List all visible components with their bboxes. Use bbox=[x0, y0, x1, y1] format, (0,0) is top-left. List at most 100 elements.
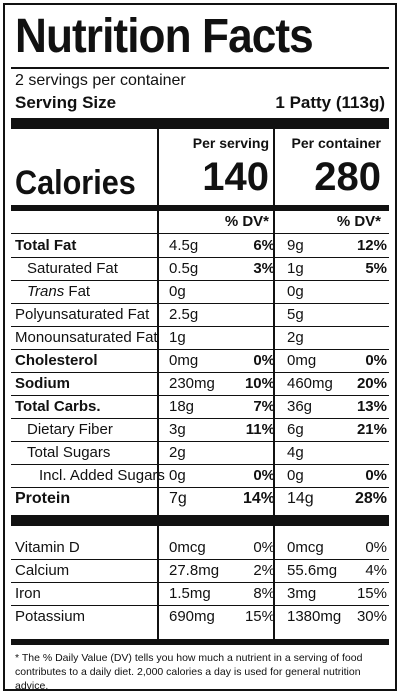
dv-per-serving: 8% bbox=[253, 585, 275, 602]
serving-size-label: Serving Size bbox=[15, 93, 117, 112]
row-divider bbox=[11, 418, 389, 419]
nutrition-label: Nutrition Facts 2 servings per container… bbox=[3, 3, 397, 692]
amount-per-container: 1380mg bbox=[287, 608, 342, 625]
footnote: * The % Daily Value (DV) tells you how m… bbox=[15, 652, 363, 692]
nutrient-name: Polyunsaturated Fat bbox=[15, 306, 150, 323]
calories-label: Calories bbox=[15, 164, 136, 202]
dv-per-container: 4% bbox=[365, 562, 387, 579]
amount-per-serving: 1g bbox=[169, 329, 186, 346]
amount-per-serving: 690mg bbox=[169, 608, 215, 625]
column-divider-1 bbox=[157, 129, 159, 641]
nutrient-row: Trans Fat 0g 0g bbox=[11, 281, 389, 303]
nutrient-name: Total Sugars bbox=[27, 444, 111, 461]
nutrient-name: Total Carbs. bbox=[15, 398, 101, 415]
nutrient-row: Monounsaturated Fat 1g 2g bbox=[11, 327, 389, 349]
row-divider bbox=[11, 257, 389, 258]
serving-size-row: Serving Size 1 Patty (113g) bbox=[15, 93, 385, 113]
dv-per-container: 12% bbox=[356, 237, 387, 254]
dv-header-serving: % DV* bbox=[224, 213, 269, 230]
divider bbox=[11, 67, 389, 69]
amount-per-container: 0g bbox=[287, 467, 304, 484]
calories-divider bbox=[11, 205, 389, 211]
nutrient-name: Saturated Fat bbox=[27, 260, 118, 277]
vitamin-row: Potassium 690mg 15% 1380mg 30% bbox=[11, 606, 389, 628]
nutrient-row: Cholesterol 0mg 0% 0mg 0% bbox=[11, 350, 389, 372]
amount-per-container: 36g bbox=[287, 398, 313, 415]
dv-per-serving: 10% bbox=[244, 375, 275, 392]
amount-per-serving: 0mcg bbox=[169, 539, 206, 556]
dv-per-container: 5% bbox=[365, 260, 387, 277]
dv-divider bbox=[11, 233, 389, 234]
nutrient-name-italic: Trans bbox=[27, 283, 65, 300]
amount-per-container: 0g bbox=[287, 283, 304, 300]
nutrient-name: Incl. Added Sugars bbox=[39, 467, 165, 484]
nutrient-name: Iron bbox=[15, 585, 41, 602]
dv-per-serving: 15% bbox=[244, 608, 275, 625]
dv-per-container: 0% bbox=[365, 467, 387, 484]
nutrient-name: Trans Fat bbox=[27, 281, 90, 303]
row-divider bbox=[11, 559, 389, 560]
amount-per-serving: 0g bbox=[169, 283, 186, 300]
amount-per-container: 14g bbox=[287, 490, 314, 507]
amount-per-container: 4g bbox=[287, 444, 304, 461]
amount-per-container: 3mg bbox=[287, 585, 317, 602]
thick-divider-vitamins bbox=[11, 515, 389, 526]
amount-per-container: 0mcg bbox=[287, 539, 324, 556]
dv-header-container: % DV* bbox=[336, 213, 381, 230]
dv-per-container: 0% bbox=[365, 539, 387, 556]
nutrient-name: Cholesterol bbox=[15, 352, 98, 369]
amount-per-serving: 27.8mg bbox=[169, 562, 220, 579]
per-serving-header: Per serving bbox=[192, 135, 269, 151]
dv-per-container: 20% bbox=[356, 375, 387, 392]
dv-per-container: 13% bbox=[356, 398, 387, 415]
label-title: Nutrition Facts bbox=[15, 10, 314, 63]
dv-per-serving: 3% bbox=[253, 260, 275, 277]
dv-per-serving: 0% bbox=[253, 467, 275, 484]
amount-per-serving: 4.5g bbox=[169, 237, 199, 254]
dv-per-serving: 0% bbox=[253, 352, 275, 369]
amount-per-container: 9g bbox=[287, 237, 304, 254]
amount-per-serving: 2g bbox=[169, 444, 186, 461]
dv-per-serving: 0% bbox=[253, 539, 275, 556]
row-divider bbox=[11, 280, 389, 281]
calories-per-serving: 140 bbox=[202, 155, 269, 199]
amount-per-serving: 18g bbox=[169, 398, 195, 415]
dv-per-container: 0% bbox=[365, 352, 387, 369]
amount-per-serving: 1.5mg bbox=[169, 585, 211, 602]
dv-per-serving: 2% bbox=[253, 562, 275, 579]
nutrient-name-rest: Fat bbox=[64, 283, 91, 300]
nutrient-name: Dietary Fiber bbox=[27, 421, 113, 438]
dv-per-container: 30% bbox=[356, 608, 387, 625]
dv-per-serving: 7% bbox=[253, 398, 275, 415]
nutrient-name: Protein bbox=[15, 490, 71, 507]
row-divider bbox=[11, 395, 389, 396]
thick-divider bbox=[11, 118, 389, 129]
row-divider bbox=[11, 464, 389, 465]
vitamin-row: Vitamin D 0mcg 0% 0mcg 0% bbox=[11, 537, 389, 559]
dv-per-serving: 6% bbox=[253, 237, 275, 254]
dv-per-serving: 11% bbox=[245, 421, 275, 438]
dv-per-container: 21% bbox=[356, 421, 387, 438]
nutrient-row: Saturated Fat 0.5g 3% 1g 5% bbox=[11, 258, 389, 280]
amount-per-serving: 2.5g bbox=[169, 306, 199, 323]
nutrient-row: Protein 7g 14% 14g 28% bbox=[11, 488, 389, 510]
amount-per-container: 6g bbox=[287, 421, 304, 438]
nutrient-row: Total Carbs. 18g 7% 36g 13% bbox=[11, 396, 389, 418]
nutrient-row: Sodium 230mg 10% 460mg 20% bbox=[11, 373, 389, 395]
servings-per-container: 2 servings per container bbox=[15, 72, 186, 89]
row-divider bbox=[11, 372, 389, 373]
vitamin-row: Iron 1.5mg 8% 3mg 15% bbox=[11, 583, 389, 605]
amount-per-container: 2g bbox=[287, 329, 304, 346]
calories-per-container: 280 bbox=[314, 155, 381, 199]
footnote-divider bbox=[11, 639, 389, 645]
dv-per-container: 15% bbox=[356, 585, 387, 602]
row-divider bbox=[11, 349, 389, 350]
amount-per-container: 1g bbox=[287, 260, 304, 277]
amount-per-serving: 3g bbox=[169, 421, 186, 438]
amount-per-container: 460mg bbox=[287, 375, 333, 392]
nutrient-row: Dietary Fiber 3g 11% 6g 21% bbox=[11, 419, 389, 441]
column-divider-2 bbox=[273, 129, 275, 641]
row-divider bbox=[11, 582, 389, 583]
per-container-header: Per container bbox=[291, 135, 381, 151]
dv-per-serving: 14% bbox=[242, 490, 275, 507]
